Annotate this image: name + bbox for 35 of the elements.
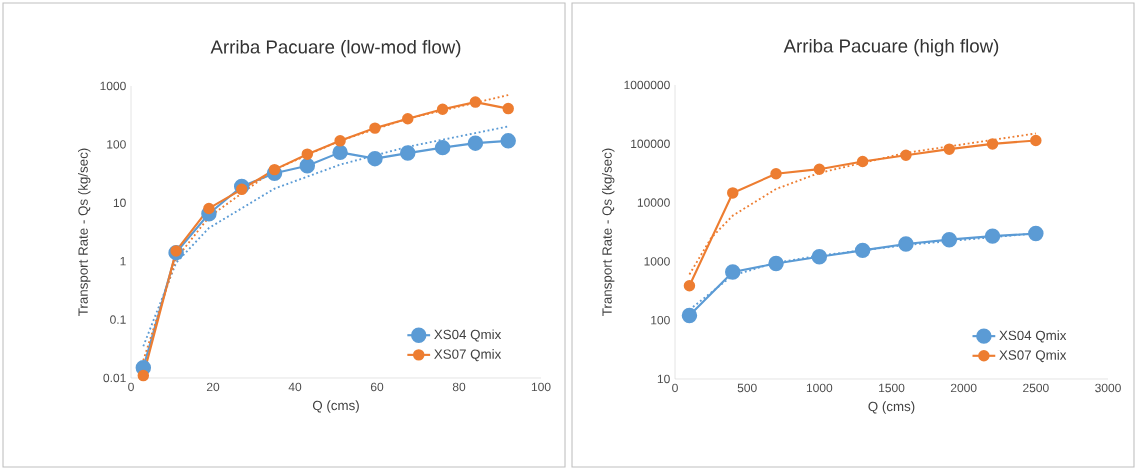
x-tick-label: 1500: [879, 383, 905, 393]
x-tick-label: 500: [737, 383, 757, 393]
x-tick-label: 2000: [950, 383, 977, 393]
x-tick-label: 2500: [1023, 383, 1049, 393]
y-axis-title: Transport Rate - Qs (kg/sec): [78, 148, 91, 316]
y-tick-label: 100: [651, 315, 670, 325]
y-tick-label: 10: [113, 198, 126, 208]
x-tick-label: 3000: [1095, 383, 1121, 393]
y-tick-label: 0.1: [110, 315, 126, 324]
y-tick-label: 1: [120, 257, 126, 266]
chart-title: Arriba Pacuare (high flow): [783, 38, 999, 57]
x-tick-label: 80: [452, 382, 466, 392]
x-tick-label: 40: [288, 382, 302, 392]
legend-label: XS04 Qmix: [434, 329, 502, 342]
y-tick-label: 1000: [644, 257, 670, 266]
x-tick-label: 20: [206, 382, 220, 392]
x-tick-label: 0: [672, 383, 678, 393]
y-tick-label: 0.01: [103, 373, 126, 383]
y-tick-label: 10: [657, 374, 670, 384]
legend-label: XS07 Qmix: [999, 349, 1067, 363]
x-axis-title: Q (cms): [312, 400, 359, 413]
x-tick-label: 1000: [806, 383, 833, 393]
chart-title: Arriba Pacuare (low-mod flow): [210, 39, 461, 58]
y-tick-label: 100000: [631, 139, 670, 149]
y-tick-label: 10000: [637, 198, 670, 207]
legend-label: XS04 Qmix: [999, 330, 1067, 343]
y-tick-label: 100: [107, 140, 126, 149]
y-tick-label: 1000000: [624, 80, 670, 90]
x-tick-label: 0: [128, 382, 134, 392]
y-axis-title: Transport Rate - Qs (kg/sec): [602, 148, 615, 316]
legend-label: XS07 Qmix: [434, 349, 502, 362]
y-tick-label: 1000: [100, 81, 126, 91]
x-tick-label: 60: [370, 382, 384, 392]
x-axis-title: Q (cms): [868, 401, 915, 414]
x-tick-label: 100: [531, 382, 551, 392]
